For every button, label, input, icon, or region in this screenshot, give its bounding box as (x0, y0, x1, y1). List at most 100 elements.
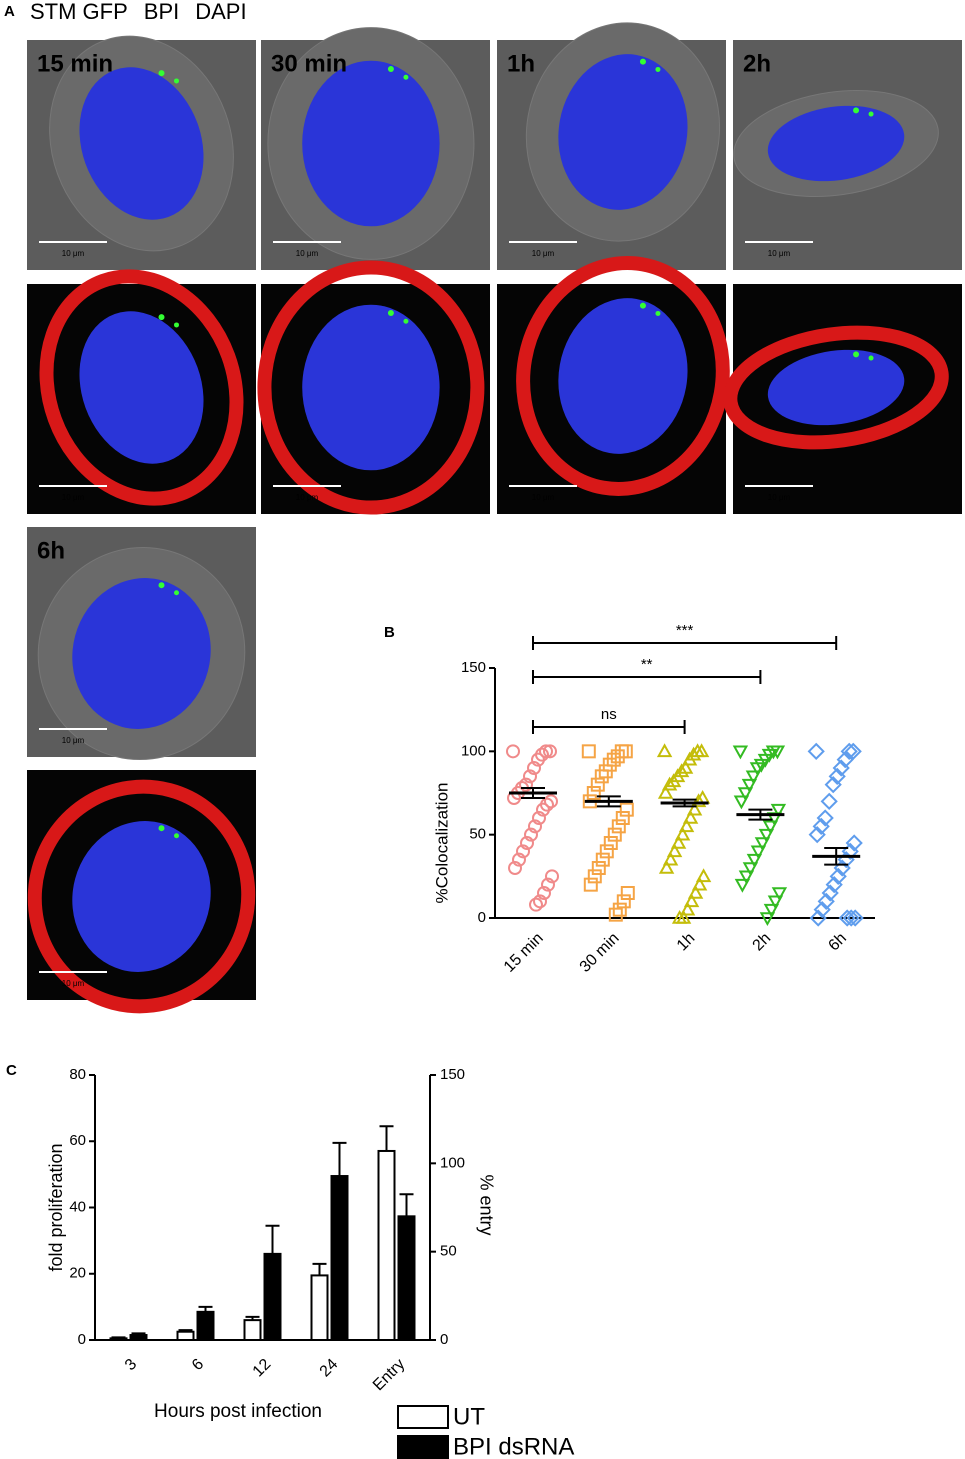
data-point (733, 795, 750, 810)
data-point (695, 868, 712, 883)
data-point (828, 767, 846, 785)
data-point (674, 826, 691, 841)
bar (397, 1215, 416, 1342)
error-bar (748, 808, 773, 821)
data-point (690, 793, 707, 808)
data-point (686, 801, 703, 816)
data-point (762, 820, 779, 835)
bacterium (655, 310, 661, 316)
micrograph: 10 μm (723, 284, 962, 514)
data-point (599, 844, 614, 859)
legend-label: DAPI (195, 0, 246, 24)
data-point (527, 761, 541, 775)
nucleus (79, 67, 204, 220)
data-point (619, 802, 634, 817)
error-bar (399, 1193, 414, 1217)
data-point (807, 742, 825, 760)
legend-label: UT (453, 1403, 485, 1430)
bacterium (853, 351, 860, 358)
bacterium (158, 70, 165, 77)
micrograph: 10 μm 1h (497, 22, 726, 270)
data-point (595, 852, 610, 867)
data-point (838, 909, 856, 927)
data-point (523, 769, 537, 784)
cell-membrane (27, 779, 256, 1014)
data-point (832, 759, 850, 777)
data-point (844, 742, 862, 760)
cell-membrane (516, 256, 730, 496)
x-axis-label: Hours post infection (154, 1401, 322, 1422)
nucleus (302, 304, 440, 471)
nucleus (302, 60, 440, 227)
data-point (734, 878, 751, 893)
bacterium (158, 582, 165, 589)
data-point (539, 744, 553, 759)
micrograph: 10 μm (497, 256, 730, 514)
data-point (817, 892, 835, 910)
data-point (586, 786, 601, 800)
data-point (753, 758, 770, 773)
significance-label: *** (676, 622, 694, 639)
data-point (670, 834, 687, 849)
data-point (528, 819, 542, 834)
data-point (520, 836, 534, 850)
bar (109, 1337, 128, 1341)
data-point (616, 894, 631, 909)
scale-bar-label: 10 μm (296, 249, 319, 258)
data-point (767, 895, 784, 910)
bacterium (174, 322, 179, 328)
data-point (611, 819, 626, 834)
bacterium (158, 314, 165, 321)
micrograph: 10 μm (27, 269, 256, 514)
bacterium (387, 65, 394, 72)
data-point (661, 776, 678, 791)
bacterium (403, 318, 409, 324)
x-tick-label: 6h (825, 930, 850, 955)
data-point (506, 744, 520, 759)
nucleus (72, 821, 211, 972)
scale-bar-label: 10 μm (768, 493, 791, 502)
scale-bar-label: 10 μm (62, 493, 85, 502)
data-point (687, 884, 704, 899)
error-bar (332, 1141, 347, 1177)
x-tick-label: 12 (250, 1356, 275, 1381)
data-point (754, 837, 771, 852)
significance-bracket (532, 636, 838, 650)
data-point (746, 853, 763, 868)
data-point (529, 897, 543, 912)
data-point (610, 749, 625, 764)
y-tick-label: 50 (469, 826, 486, 843)
data-point (737, 787, 754, 802)
data-point (741, 778, 758, 793)
bar (263, 1252, 282, 1341)
time-label: 1h (507, 50, 535, 77)
bar (377, 1149, 396, 1342)
data-point (742, 862, 759, 877)
y-tick-label: 0 (478, 909, 486, 926)
bacterium (158, 825, 165, 832)
nucleus (79, 311, 204, 464)
scale-bar-label: 10 μm (532, 493, 555, 502)
data-point (531, 752, 545, 767)
y-tick-label: 40 (69, 1198, 86, 1215)
data-point (840, 742, 858, 760)
data-point (657, 784, 674, 799)
micrograph: 10 μm 6h (27, 527, 256, 761)
data-point (590, 777, 605, 792)
bacterium (868, 355, 874, 361)
bar (176, 1330, 195, 1341)
data-point (620, 886, 635, 900)
y-tick-label: 80 (69, 1066, 86, 1083)
data-point (758, 828, 775, 843)
error-bar (672, 798, 697, 808)
data-point (771, 887, 788, 902)
bacterium (174, 590, 179, 596)
data-point (770, 803, 787, 818)
y-tick-label: 0 (78, 1331, 86, 1348)
data-point (615, 811, 630, 825)
scale-bar-label: 10 μm (532, 249, 555, 258)
legend-swatch (397, 1435, 449, 1459)
bar (196, 1310, 215, 1341)
data-point (679, 901, 696, 916)
data-point (519, 777, 533, 792)
